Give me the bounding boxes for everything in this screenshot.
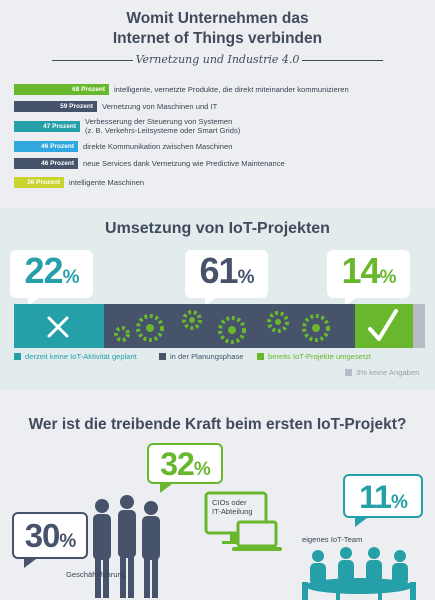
bubble-done: 14% <box>327 250 410 298</box>
x-icon <box>47 316 69 338</box>
value-planning: 61% <box>199 250 255 291</box>
percent-sign: % <box>59 531 76 552</box>
label-iot-team: eigenes IoT-Team <box>302 535 363 544</box>
value-planning-number: 61 <box>199 250 239 291</box>
bubble-tail <box>24 559 36 568</box>
bar-2: 59 Prozent <box>14 101 97 112</box>
stack-segment-3 <box>355 304 413 348</box>
value-it-number: 32 <box>160 446 195 482</box>
label-it-line1: CIOs oder <box>212 498 247 507</box>
value-iot-team: 11% <box>345 476 421 524</box>
bubble-tail <box>345 297 357 306</box>
bar-3: 47 Prozent <box>14 121 80 132</box>
value-management-number: 30 <box>24 517 61 554</box>
percent-sign: % <box>193 459 211 480</box>
bubble-iot-team: 11% <box>343 474 423 518</box>
bar-1: 68 Prozent <box>14 84 109 95</box>
bubble-it: 32% <box>147 443 223 484</box>
value-it: 32% <box>149 445 221 489</box>
legend-none: derzeit keine IoT-Aktivität geplant <box>14 352 137 362</box>
percent-sign: % <box>390 492 408 513</box>
bar-5: 46 Prozent <box>14 158 78 169</box>
value-none: 22% <box>24 250 80 291</box>
bar-6-label: intelligente Maschinen <box>69 178 145 187</box>
bar-6: 36 Prozent <box>14 177 64 188</box>
gears-icon <box>114 310 330 344</box>
legend-label: in der Planungsphase <box>170 352 244 361</box>
legend-swatch <box>345 369 352 376</box>
bar-1-label: intelligente, vernetzte Produkte, die di… <box>114 85 349 94</box>
bubble-management: 30% <box>12 512 88 559</box>
bar-5-label: neue Services dank Vernetzung wie Predic… <box>83 159 285 168</box>
bubble-tail <box>355 518 367 527</box>
bar-2-label: Vernetzung von Maschinen und IT <box>102 102 218 111</box>
bar-4-label: direkte Kommunikation zwischen Maschinen <box>83 142 233 151</box>
bubble-planning: 61% <box>185 250 268 298</box>
computer-icon <box>204 491 282 551</box>
title-line-1: Womit Unternehmen das <box>126 10 309 27</box>
label-it-line2: IT-Abteilung <box>212 507 253 516</box>
bubble-tail <box>28 297 40 306</box>
bar-3-label-line1: Verbesserung der Steuerung von Systemen <box>85 117 233 126</box>
value-management: 30% <box>14 514 86 564</box>
legend-swatch <box>257 353 264 360</box>
bubble-tail <box>160 484 172 493</box>
bar-4: 46 Prozent <box>14 141 78 152</box>
section-iot-projects: Umsetzung von IoT-Projekten 22% 61% 14% <box>0 208 435 390</box>
team-meeting-icon <box>302 547 416 600</box>
legend-label: bereits IoT-Projekte umgesetzt <box>268 352 371 361</box>
legend-label: derzeit keine IoT-Aktivität geplant <box>25 352 137 361</box>
section-connectivity: Womit Unternehmen das Internet of Things… <box>0 0 435 208</box>
legend-label: 3% keine Angaben <box>356 368 420 377</box>
section-driving-force: Wer ist die treibende Kraft beim ersten … <box>0 390 435 600</box>
section-title: Wer ist die treibende Kraft beim ersten … <box>28 416 407 433</box>
legend-done: bereits IoT-Projekte umgesetzt <box>257 352 371 362</box>
bar-3-label-line2: (z. B. Verkehrs-Leitsysteme oder Smart G… <box>85 126 241 135</box>
legend-swatch <box>159 353 166 360</box>
value-iot-team-number: 11 <box>359 479 392 515</box>
checkmark-icon <box>368 309 398 341</box>
subtitle: Vernetzung und Industrie 4.0 <box>135 53 300 66</box>
label-management: Geschäftsführung <box>66 570 126 579</box>
bubble-tail <box>205 297 217 306</box>
value-done: 14% <box>341 250 397 291</box>
legend-no-answer: 3% keine Angaben <box>345 368 419 378</box>
divider-left <box>52 60 133 61</box>
legend-swatch <box>14 353 21 360</box>
value-none-number: 22 <box>24 250 64 291</box>
value-done-number: 14 <box>341 250 381 291</box>
legend-planning: in der Planungsphase <box>159 352 243 362</box>
section-title: Umsetzung von IoT-Projekten <box>105 220 330 237</box>
divider-right <box>302 60 383 61</box>
business-people-icon <box>93 495 160 598</box>
bubble-none: 22% <box>10 250 93 298</box>
title-line-2: Internet of Things verbinden <box>112 30 323 47</box>
stack-segment-4 <box>413 304 425 348</box>
